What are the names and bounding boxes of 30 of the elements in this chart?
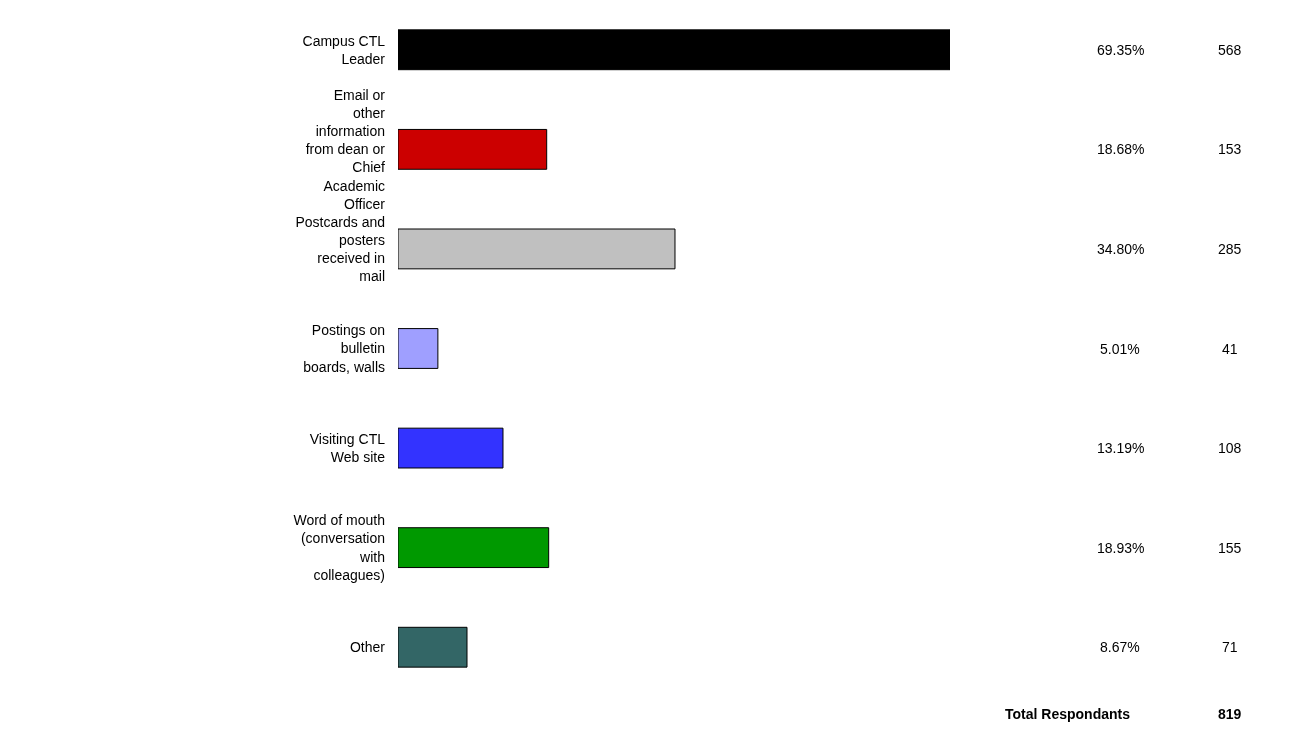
data-label: 18.68%	[1097, 141, 1145, 157]
y-tick-label: Postings on bulletin boards, walls	[303, 322, 385, 375]
text: 41	[1222, 341, 1238, 357]
bar	[398, 228, 676, 270]
text: 153	[1218, 141, 1242, 157]
data-label: 13.19%	[1097, 440, 1145, 456]
y-tick-label: Word of mouth (conversation with colleagues)	[293, 512, 385, 583]
y-tick-label: Visiting CTL Web site	[309, 430, 386, 466]
data-label: 8.67%	[1100, 639, 1140, 655]
y-tick-label: Other	[349, 639, 386, 656]
text: 108	[1218, 440, 1242, 456]
text: 285	[1218, 241, 1242, 257]
text: 568	[1218, 42, 1242, 58]
bar	[398, 29, 950, 71]
bar	[398, 128, 548, 170]
text: 155	[1218, 540, 1242, 556]
bar	[398, 527, 550, 569]
y-tick-label: Campus CTL Leader	[302, 32, 386, 67]
y-tick-label: Email or other information from dean or Chief Academic Officer	[305, 86, 386, 212]
text: 71	[1222, 639, 1238, 655]
data-label: 18.93%	[1097, 540, 1145, 556]
bar	[398, 427, 504, 469]
y-tick-label: Postcards and posters received in mail	[295, 213, 385, 285]
text: Total Respondants	[1005, 706, 1131, 722]
data-label: 5.01%	[1100, 341, 1140, 357]
bar	[398, 626, 468, 668]
data-label: 34.80%	[1097, 241, 1145, 257]
data-label: 69.35%	[1097, 42, 1145, 58]
bar	[398, 328, 439, 369]
text: 819	[1218, 706, 1242, 722]
